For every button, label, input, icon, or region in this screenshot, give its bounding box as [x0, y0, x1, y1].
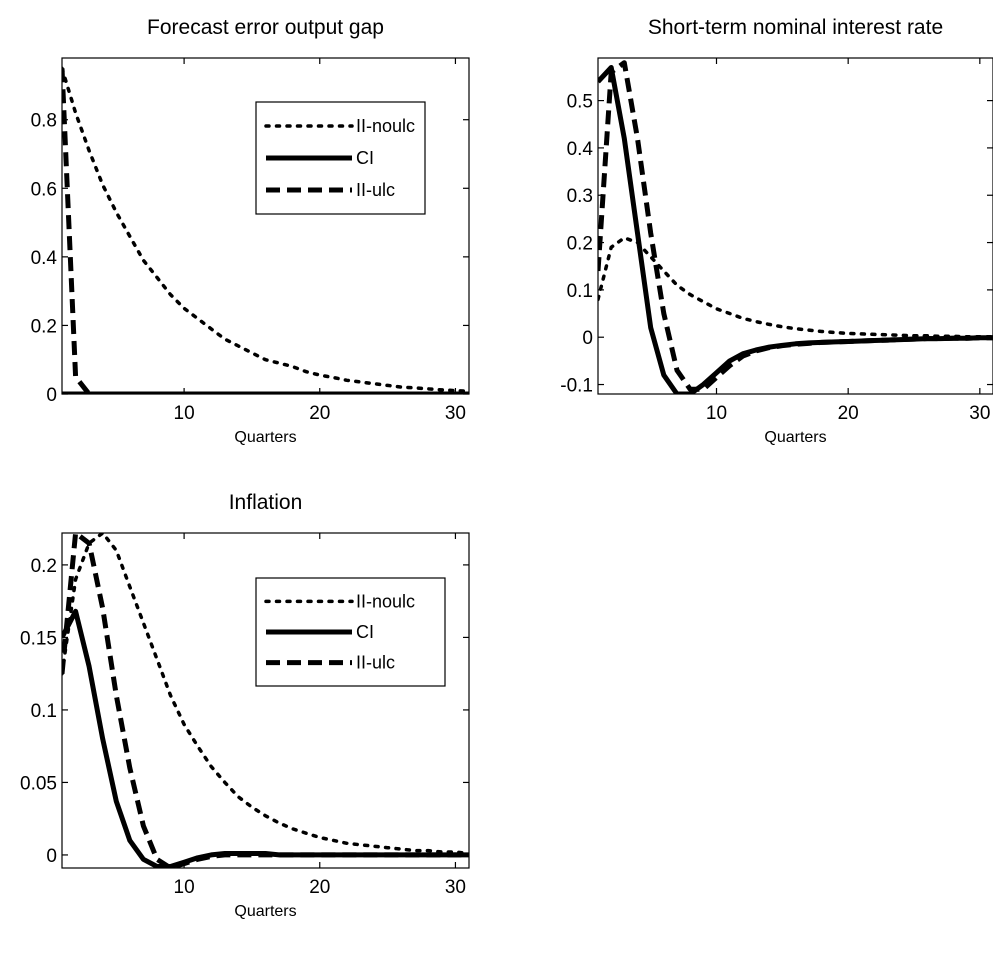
x-tick-label: 10 — [706, 403, 727, 424]
y-tick-label: 0.1 — [31, 701, 57, 722]
y-tick-label: 0.05 — [20, 773, 57, 794]
x-axis-label: Quarters — [234, 429, 296, 446]
series-line-ii-noulc — [62, 66, 469, 394]
x-tick-label: 20 — [309, 877, 330, 898]
x-axis-label: Quarters — [764, 429, 826, 446]
chart-title: Short-term nominal interest rate — [648, 16, 943, 39]
y-tick-label: 0.2 — [567, 234, 593, 255]
chart-forecast-error-output-gap: Forecast error output gap 10 20 30 0 0.2 0.4 0.… — [31, 16, 470, 446]
legend-label-ii-noulc: II-noulc — [356, 116, 415, 136]
legend: II-noulc CI II-ulc — [255, 101, 426, 215]
plot-lines — [62, 66, 469, 394]
y-tick-label: 0 — [582, 328, 593, 349]
y-tick-label: 0.3 — [567, 186, 593, 207]
x-tick-label: 20 — [838, 403, 859, 424]
plot-lines — [62, 533, 469, 868]
y-tick-label: 0.2 — [31, 556, 57, 577]
series-line-ci — [598, 65, 993, 394]
y-tick-label: 0.6 — [31, 179, 57, 200]
x-tick-label: 10 — [174, 403, 195, 424]
x-tick-label: 20 — [309, 403, 330, 424]
legend-label-ci: CI — [356, 622, 374, 642]
x-tick-label: 30 — [445, 877, 466, 898]
legend-label-ii-noulc: II-noulc — [356, 591, 415, 611]
axes-box — [61, 57, 470, 395]
chart-title: Forecast error output gap — [147, 16, 384, 39]
x-tick-label: 30 — [969, 403, 990, 424]
axes-box — [597, 57, 993, 395]
legend: II-noulc CI II-ulc — [255, 577, 446, 687]
legend-label-ii-ulc: II-ulc — [356, 653, 395, 673]
x-axis-label: Quarters — [234, 903, 296, 920]
series-line-ii-ulc — [598, 60, 993, 392]
plot-lines — [598, 60, 993, 394]
chart-title: Inflation — [229, 491, 303, 514]
y-tick-label: 0.8 — [31, 111, 57, 132]
y-tick-label: 0 — [46, 385, 57, 406]
x-tick-label: 10 — [174, 877, 195, 898]
y-tick-label: 0.4 — [567, 139, 594, 160]
chart-inflation: Inflation 10 20 30 0 0.05 0.1 0.15 0.2 Quarters II… — [20, 491, 470, 920]
y-tick-label: 0.2 — [31, 316, 57, 337]
legend-label-ci: CI — [356, 148, 374, 168]
series-line-ii-ulc — [62, 533, 469, 868]
y-tick-label: 0.5 — [567, 92, 593, 113]
y-tick-label: 0.1 — [567, 281, 593, 302]
chart-short-term-nominal-interest-rate: Short-term nominal interest rate 10 20 30 -0… — [560, 16, 993, 446]
y-tick-label: -0.1 — [560, 376, 593, 397]
series-line-ii-noulc — [598, 236, 993, 339]
y-tick-label: 0.4 — [31, 248, 58, 269]
legend-label-ii-ulc: II-ulc — [356, 180, 395, 200]
series-line-ii-noulc — [62, 533, 469, 856]
y-tick-label: 0 — [46, 846, 57, 867]
axes-box — [61, 532, 470, 869]
y-tick-label: 0.15 — [20, 628, 57, 649]
x-tick-label: 30 — [445, 403, 466, 424]
